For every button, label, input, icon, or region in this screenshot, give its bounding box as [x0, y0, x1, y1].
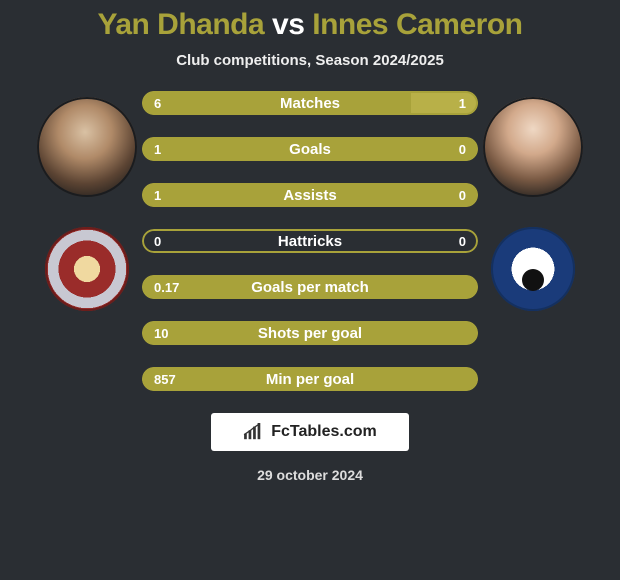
stat-value-left: 0.17 [154, 280, 179, 295]
player1-avatar [37, 97, 137, 197]
left-column [32, 91, 142, 311]
stat-row: Matches 6 1 [142, 91, 478, 115]
stat-value-left: 1 [154, 188, 161, 203]
stat-value-left: 0 [154, 234, 161, 249]
stat-row: Goals 1 0 [142, 137, 478, 161]
stat-label: Goals per match [251, 279, 369, 296]
stat-value-left: 6 [154, 96, 161, 111]
comparison-card: Yan Dhanda vs Innes Cameron Club competi… [0, 0, 620, 580]
comparison-body: Matches61Goals10Assists10Hattricks00Goal… [0, 91, 620, 391]
stat-value-right: 0 [459, 188, 466, 203]
stat-label: Assists [283, 187, 336, 204]
stat-value-left: 1 [154, 142, 161, 157]
stat-fill-right [411, 91, 478, 115]
stat-value-left: 857 [154, 372, 176, 387]
stat-row: Hattricks 0 0 [142, 229, 478, 253]
player1-club-crest [45, 227, 129, 311]
stat-label: Min per goal [266, 371, 354, 388]
player2-avatar [483, 97, 583, 197]
player2-club-crest [491, 227, 575, 311]
vs-separator: vs [272, 8, 304, 41]
stat-label: Matches [280, 95, 340, 112]
stat-row: Goals per match 0.17 [142, 275, 478, 299]
player1-name: Yan Dhanda [97, 8, 264, 41]
source-logo-box: FcTables.com [211, 413, 409, 451]
stat-value-right: 1 [459, 96, 466, 111]
generation-date: 29 october 2024 [257, 467, 363, 483]
player2-name: Innes Cameron [312, 8, 522, 41]
stat-value-right: 0 [459, 142, 466, 157]
page-title: Yan Dhanda vs Innes Cameron [97, 8, 522, 42]
source-logo-text: FcTables.com [271, 423, 377, 441]
stat-row: Shots per goal 10 [142, 321, 478, 345]
stat-row: Assists 1 0 [142, 183, 478, 207]
stat-fill-left [142, 91, 411, 115]
stat-value-right: 0 [459, 234, 466, 249]
stat-label: Shots per goal [258, 325, 362, 342]
subtitle: Club competitions, Season 2024/2025 [176, 52, 444, 69]
fctables-logo-icon [243, 423, 265, 441]
stat-value-left: 10 [154, 326, 168, 341]
right-column [478, 91, 588, 311]
stat-row: Min per goal 857 [142, 367, 478, 391]
stat-label: Goals [289, 141, 331, 158]
stat-label: Hattricks [278, 233, 342, 250]
stat-bars: Matches61Goals10Assists10Hattricks00Goal… [142, 91, 478, 391]
